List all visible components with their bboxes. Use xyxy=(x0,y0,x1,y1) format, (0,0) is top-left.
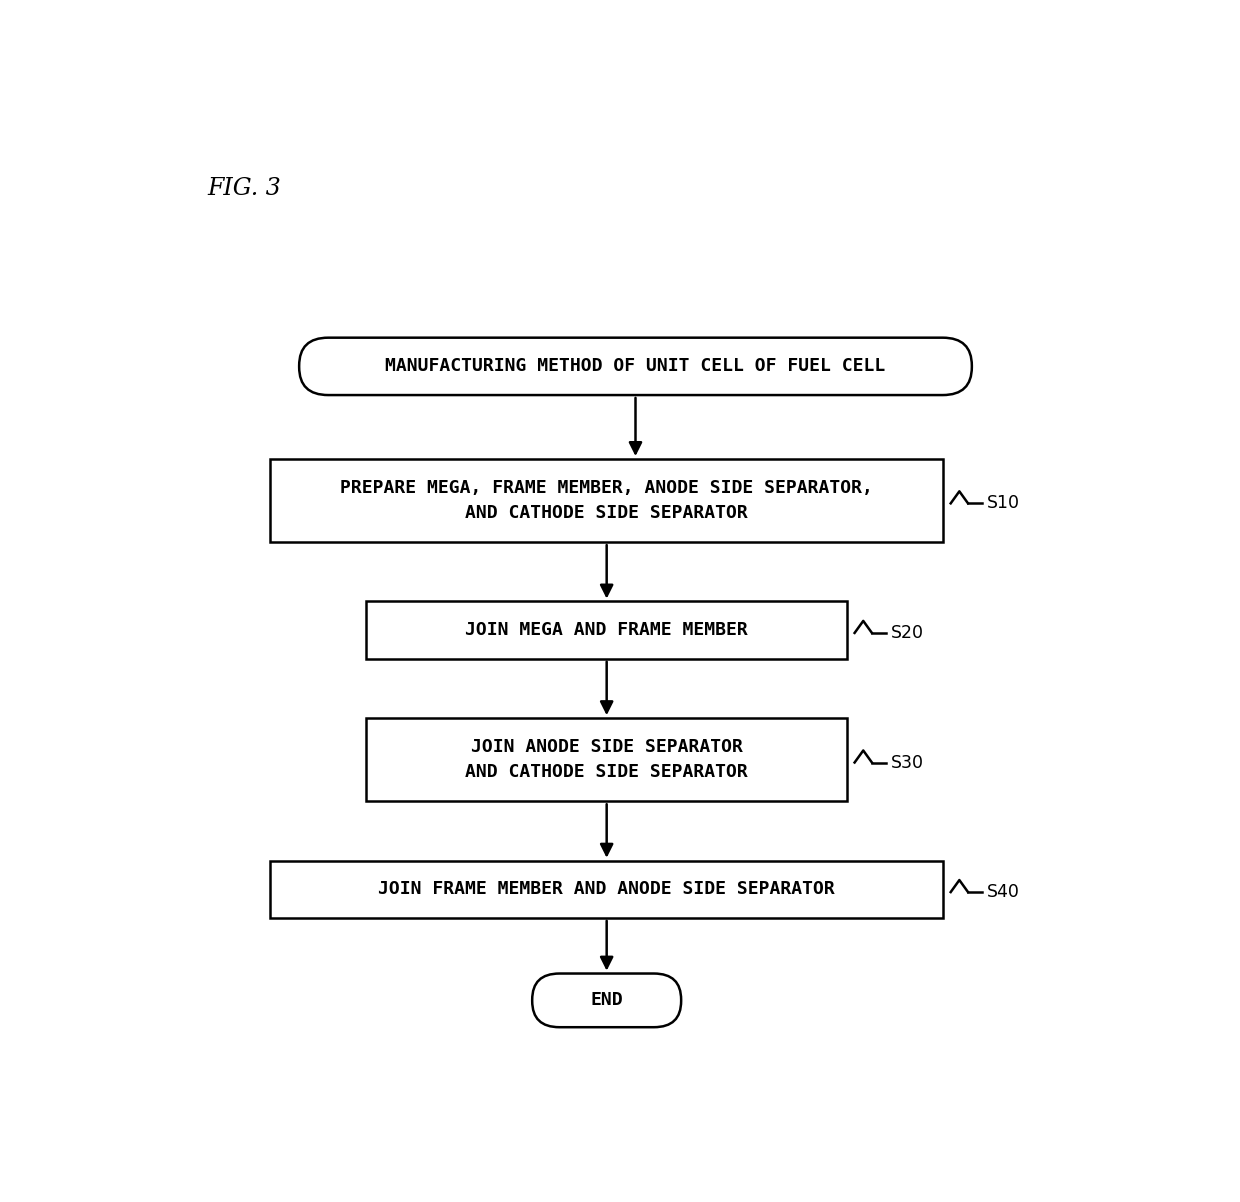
Bar xyxy=(367,601,847,659)
FancyBboxPatch shape xyxy=(532,974,681,1028)
Text: S10: S10 xyxy=(987,494,1021,512)
Text: END: END xyxy=(590,992,622,1010)
Bar xyxy=(270,459,942,542)
Text: S40: S40 xyxy=(987,883,1021,902)
Bar xyxy=(270,861,942,918)
Text: MANUFACTURING METHOD OF UNIT CELL OF FUEL CELL: MANUFACTURING METHOD OF UNIT CELL OF FUE… xyxy=(386,357,885,375)
Bar xyxy=(367,718,847,802)
Text: JOIN MEGA AND FRAME MEMBER: JOIN MEGA AND FRAME MEMBER xyxy=(465,621,748,639)
FancyBboxPatch shape xyxy=(299,338,972,395)
Text: PREPARE MEGA, FRAME MEMBER, ANODE SIDE SEPARATOR,
AND CATHODE SIDE SEPARATOR: PREPARE MEGA, FRAME MEMBER, ANODE SIDE S… xyxy=(340,480,873,522)
Text: FIG. 3: FIG. 3 xyxy=(208,177,281,200)
Text: S30: S30 xyxy=(892,754,924,772)
Text: JOIN FRAME MEMBER AND ANODE SIDE SEPARATOR: JOIN FRAME MEMBER AND ANODE SIDE SEPARAT… xyxy=(378,880,835,898)
Text: S20: S20 xyxy=(892,624,924,642)
Text: JOIN ANODE SIDE SEPARATOR
AND CATHODE SIDE SEPARATOR: JOIN ANODE SIDE SEPARATOR AND CATHODE SI… xyxy=(465,738,748,781)
